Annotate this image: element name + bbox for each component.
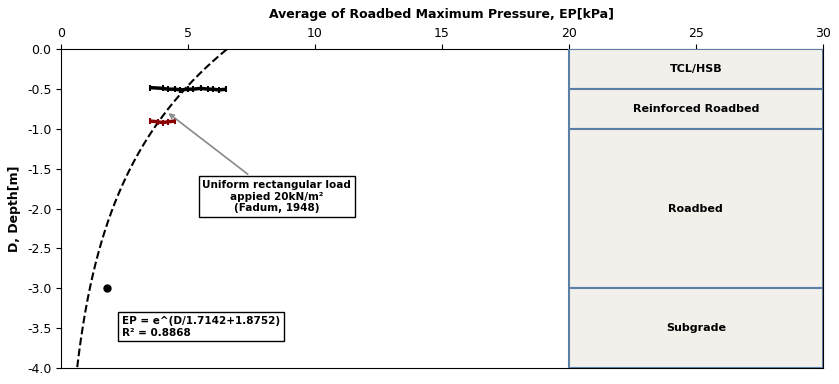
Point xyxy=(206,86,220,92)
Point xyxy=(100,285,113,291)
Y-axis label: D, Depth[m]: D, Depth[m] xyxy=(8,165,21,252)
Point xyxy=(143,84,157,91)
Point xyxy=(181,86,195,92)
Bar xyxy=(569,129,823,288)
Point xyxy=(161,119,175,125)
Text: Subgrade: Subgrade xyxy=(666,323,726,333)
X-axis label: Average of Roadbed Maximum Pressure, EP[kPa]: Average of Roadbed Maximum Pressure, EP[… xyxy=(269,8,614,22)
Text: Roadbed: Roadbed xyxy=(669,204,723,214)
Point xyxy=(151,119,164,125)
Bar xyxy=(569,288,823,367)
Point xyxy=(169,86,182,92)
Point xyxy=(169,118,182,124)
Point xyxy=(220,86,233,92)
Point xyxy=(161,86,175,92)
Text: TCL/HSB: TCL/HSB xyxy=(670,64,722,74)
Point xyxy=(194,85,207,91)
Point xyxy=(156,119,169,126)
Point xyxy=(201,86,215,92)
Point xyxy=(143,118,157,124)
Bar xyxy=(569,50,823,89)
Text: EP = e^(D/1.7142+1.8752)
R² = 0.8868: EP = e^(D/1.7142+1.8752) R² = 0.8868 xyxy=(122,316,280,338)
Text: Uniform rectangular load
appied 20kN/m²
(Fadum, 1948): Uniform rectangular load appied 20kN/m² … xyxy=(169,114,352,213)
Text: Reinforced Roadbed: Reinforced Roadbed xyxy=(633,104,759,114)
Point xyxy=(186,86,200,92)
Point xyxy=(211,87,225,93)
Bar xyxy=(569,89,823,129)
Point xyxy=(174,87,187,93)
Point xyxy=(156,85,169,91)
